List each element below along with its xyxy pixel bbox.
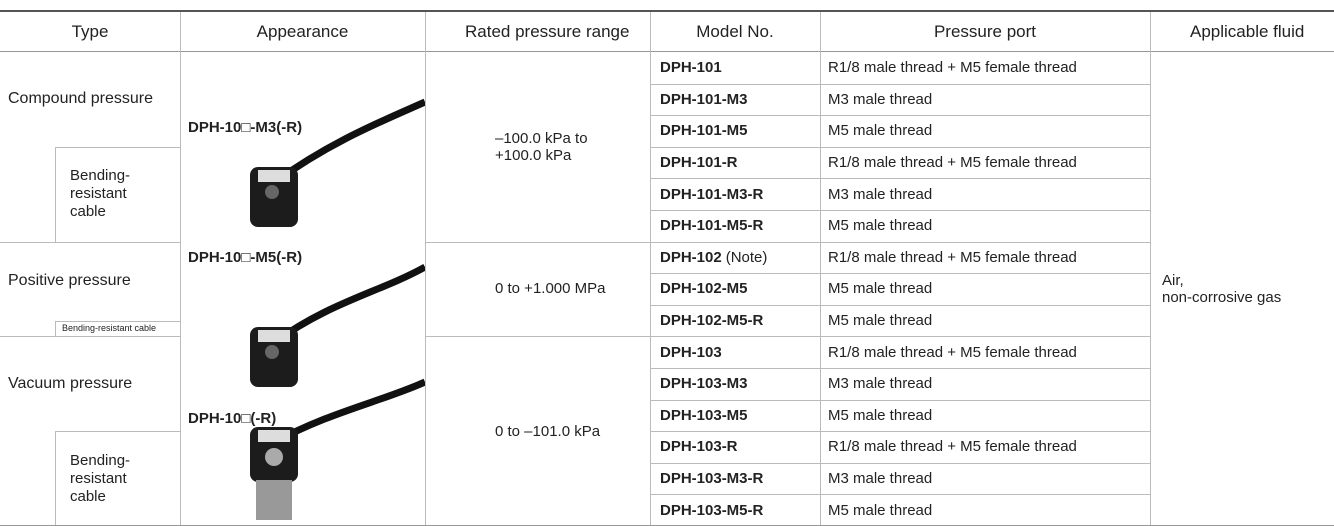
- type-label: Vacuum pressure: [8, 336, 172, 431]
- rule: [650, 84, 1150, 85]
- model-no: DPH-102-M5: [660, 273, 820, 305]
- column-header: Applicable fluid: [1190, 12, 1324, 51]
- rule: [650, 115, 1150, 116]
- model-no: DPH-103-M5-R: [660, 494, 820, 526]
- pressure-port: M5 male thread: [828, 210, 1150, 242]
- pressure-port: R1/8 male thread + M5 female thread: [828, 431, 1150, 463]
- rule: [650, 494, 1150, 495]
- column-header: Rated pressure range: [465, 12, 640, 51]
- spec-table: TypeAppearance Rated pressure range Model …: [0, 0, 1334, 526]
- pressure-port: M3 male thread: [828, 178, 1150, 210]
- rule: [650, 368, 1150, 369]
- rule: [650, 463, 1150, 464]
- rule: [650, 431, 1150, 432]
- rule: [650, 305, 1150, 306]
- rule: [650, 12, 651, 526]
- pressure-port: M5 male thread: [828, 305, 1150, 337]
- pressure-port: M5 male thread: [828, 115, 1150, 147]
- pressure-port: M5 male thread: [828, 400, 1150, 432]
- rule: [55, 147, 56, 242]
- pressure-port: M5 male thread: [828, 273, 1150, 305]
- pressure-range: 0 to +1.000 MPa: [495, 242, 650, 337]
- type-sub-label: Bending-resistant cable: [70, 147, 155, 242]
- appearance-label: DPH-10□-M3(-R): [188, 112, 388, 144]
- column-header: Type: [0, 12, 180, 51]
- model-no: DPH-103-M5: [660, 400, 820, 432]
- rule: [820, 12, 821, 526]
- rule: [425, 12, 426, 526]
- rule: [55, 431, 56, 526]
- rule: [650, 147, 1150, 148]
- pressure-port: R1/8 male thread + M5 female thread: [828, 52, 1150, 84]
- rule: [180, 12, 181, 526]
- model-no: DPH-103: [660, 336, 820, 368]
- model-no: DPH-102-M5-R: [660, 305, 820, 337]
- column-header: Model No.: [650, 12, 820, 51]
- rule: [650, 400, 1150, 401]
- rule: [55, 321, 56, 337]
- rule: [650, 210, 1150, 211]
- pressure-port: R1/8 male thread + M5 female thread: [828, 147, 1150, 179]
- applicable-fluid: Air, non-corrosive gas: [1162, 242, 1334, 337]
- rule: [425, 336, 650, 337]
- type-label: Positive pressure: [8, 242, 172, 321]
- appearance-label: DPH-10□-M5(-R): [188, 242, 388, 274]
- rule: [650, 242, 1150, 243]
- pressure-port: R1/8 male thread + M5 female thread: [828, 242, 1150, 274]
- model-no: DPH-101-M3-R: [660, 178, 820, 210]
- model-no: DPH-101-M5-R: [660, 210, 820, 242]
- model-no: DPH-103-M3: [660, 368, 820, 400]
- model-no: DPH-101: [660, 52, 820, 84]
- pressure-port: R1/8 male thread + M5 female thread: [828, 336, 1150, 368]
- rule: [650, 273, 1150, 274]
- column-header: Appearance: [180, 12, 425, 51]
- pressure-port: M3 male thread: [828, 368, 1150, 400]
- rule: [650, 336, 1150, 337]
- type-label: Compound pressure: [8, 52, 172, 147]
- pressure-range: 0 to –101.0 kPa: [495, 336, 650, 526]
- model-no: DPH-101-R: [660, 147, 820, 179]
- model-no: DPH-101-M3: [660, 84, 820, 116]
- pressure-port: M3 male thread: [828, 84, 1150, 116]
- type-sub-label: Bending-resistant cable: [62, 321, 180, 337]
- pressure-range: –100.0 kPa to +100.0 kPa: [495, 52, 650, 242]
- column-header: Pressure port: [820, 12, 1150, 51]
- appearance-label: DPH-10□(-R): [188, 403, 388, 435]
- type-sub-label: Bending-resistant cable: [70, 431, 155, 526]
- pressure-port: M5 male thread: [828, 494, 1150, 526]
- rule: [650, 178, 1150, 179]
- model-no: DPH-103-R: [660, 431, 820, 463]
- pressure-port: M3 male thread: [828, 463, 1150, 495]
- model-no: DPH-103-M3-R: [660, 463, 820, 495]
- sensor-image: [250, 267, 425, 387]
- rule: [1150, 12, 1151, 526]
- model-no: DPH-101-M5: [660, 115, 820, 147]
- model-no: DPH-102(Note): [660, 242, 820, 274]
- rule: [425, 242, 650, 243]
